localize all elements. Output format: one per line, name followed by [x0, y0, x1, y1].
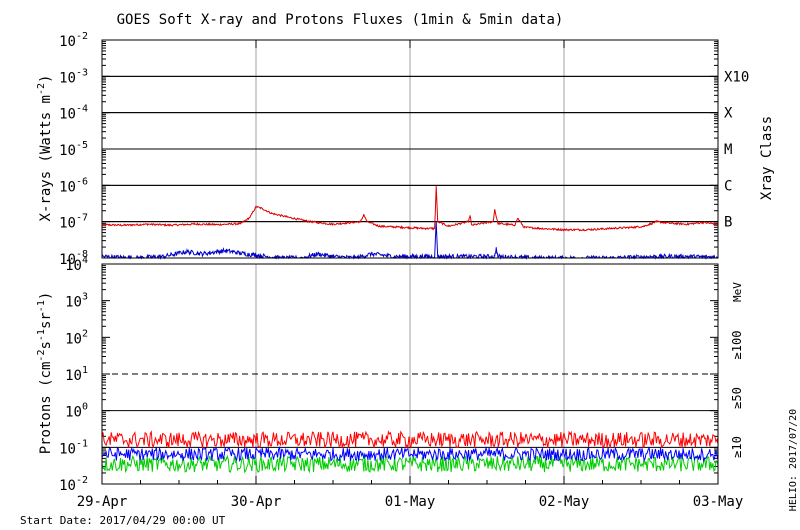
proton-axis-title: Protons (cm-2s-1sr-1) [36, 292, 54, 455]
xray-class-label: B [724, 215, 732, 231]
proton-ytick-label: 10-1 [59, 438, 88, 457]
legend-p10: ≥10 [730, 436, 744, 458]
proton-ytick-label: 103 [65, 292, 88, 311]
legend-unit-label: MeV [731, 282, 744, 302]
xray-class-label: X10 [724, 69, 749, 85]
x-tick-label: 02-May [539, 494, 590, 510]
proton-ytick-label: 100 [65, 402, 88, 421]
xray-ytick-label: 10-5 [59, 140, 88, 159]
xray-class-axis-title: Xray Class [759, 116, 775, 200]
time-axis: 29-Apr 30-Apr 01-May 02-May 03-May [77, 40, 744, 510]
proton-ytick-label: 104 [65, 255, 88, 274]
start-date: Start Date: 2017/04/29 00:00 UT [20, 514, 226, 527]
x-tick-label: 29-Apr [77, 494, 128, 510]
chart-title: GOES Soft X-ray and Protons Fluxes (1min… [117, 12, 564, 28]
xray-axis-title: X-rays (Watts m-2) [36, 75, 54, 222]
x-tick-label: 01-May [385, 494, 436, 510]
proton-series-p50 [101, 445, 719, 463]
proton-series-p10 [101, 430, 719, 449]
proton-series-p100 [101, 454, 719, 474]
legend-p50: ≥50 [730, 387, 744, 409]
credit-label: HELIO: 2017/07/20 [788, 409, 799, 511]
legend-p100: ≥100 [730, 331, 744, 360]
proton-ytick-label: 102 [65, 328, 88, 347]
xray-panel: 10-8 10-7 10-6 10-5 10-4 10-3 10-2 B C M X X10 [59, 31, 749, 268]
xray-class-label: X [724, 106, 733, 122]
xray-class-label: M [724, 142, 732, 158]
xray-ytick-label: 10-2 [59, 31, 88, 50]
x-tick-label: 30-Apr [231, 494, 282, 510]
xray-class-label: C [724, 178, 732, 194]
proton-ytick-label: 101 [65, 365, 88, 384]
proton-ytick-label: 10-2 [59, 475, 88, 494]
xray-ytick-label: 10-4 [59, 104, 88, 123]
xray-ytick-label: 10-8 [59, 249, 88, 268]
x-tick-label: 03-May [693, 494, 744, 510]
xray-series-long [101, 186, 719, 232]
xray-ytick-label: 10-6 [59, 176, 88, 195]
xray-ytick-label: 10-3 [59, 67, 88, 86]
xray-ytick-label: 10-7 [59, 213, 88, 232]
proton-panel: 10-2 10-1 100 101 102 103 104 ≥100 ≥50 ≥10 MeV [59, 255, 744, 494]
